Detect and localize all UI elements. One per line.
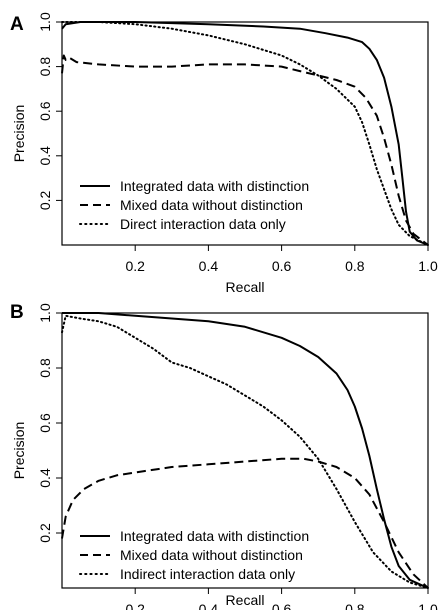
y-tick-label: 0.6 bbox=[37, 413, 53, 433]
legend-entry: Mixed data without distinction bbox=[120, 547, 303, 563]
x-tick-label: 0.6 bbox=[272, 601, 292, 610]
y-tick-label: 1.0 bbox=[37, 12, 53, 32]
legend: Integrated data with distinction Mixed da… bbox=[79, 178, 309, 232]
panel-label: B bbox=[10, 302, 24, 323]
series-line-solid bbox=[62, 312, 429, 589]
plot-frame bbox=[61, 21, 429, 246]
series-line-dashed bbox=[61, 54, 429, 246]
series-line-dotted bbox=[61, 21, 429, 246]
y-tick-label: 1.0 bbox=[37, 303, 53, 323]
x-tick-label: 0.6 bbox=[272, 258, 292, 274]
x-tick-label: 1.0 bbox=[418, 258, 438, 274]
y-axis-label: Precision bbox=[11, 105, 27, 163]
series-line-dotted bbox=[61, 314, 429, 589]
y-tick-label: 0.2 bbox=[37, 190, 53, 210]
x-axis-label: Recall bbox=[226, 279, 265, 295]
x-tick-label: 0.2 bbox=[125, 258, 145, 274]
x-tick-label: 0.2 bbox=[125, 601, 145, 610]
x-axis-label: Recall bbox=[226, 592, 265, 608]
y-tick-label: 0.8 bbox=[37, 358, 53, 378]
legend-entry: Direct interaction data only bbox=[120, 216, 286, 232]
y-tick-label: 0.4 bbox=[37, 146, 53, 166]
legend-entry: Integrated data with distinction bbox=[120, 528, 309, 544]
y-tick-label: 0.2 bbox=[37, 523, 53, 543]
x-tick-label: 1.0 bbox=[418, 601, 438, 610]
series-line-dashed bbox=[61, 457, 429, 589]
x-tick-label: 0.8 bbox=[345, 258, 365, 274]
x-tick-label: 0.4 bbox=[199, 258, 219, 274]
legend-entry: Indirect interaction data only bbox=[120, 566, 295, 582]
panel-b: B 0.2 0.4 0.6 0.8 1.0 0.2 0.4 0.6 0.8 1.0 Recall Pre… bbox=[10, 302, 438, 610]
series-line-solid bbox=[61, 21, 429, 246]
x-tick-label: 0.4 bbox=[199, 601, 219, 610]
y-tick-label: 0.4 bbox=[37, 468, 53, 488]
panel-label: A bbox=[10, 14, 24, 35]
legend-entry: Integrated data with distinction bbox=[120, 178, 309, 194]
y-tick-label: 0.6 bbox=[37, 101, 53, 121]
legend-entry: Mixed data without distinction bbox=[120, 197, 303, 213]
x-tick-label: 0.8 bbox=[345, 601, 365, 610]
plot-frame bbox=[61, 312, 429, 589]
legend: Integrated data with distinction Mixed da… bbox=[79, 528, 309, 582]
y-axis-label: Precision bbox=[11, 422, 27, 480]
y-tick-label: 0.8 bbox=[37, 57, 53, 77]
panel-a: A 0.2 0.4 0.6 0.8 1.0 0.2 0.4 0.6 0.8 1.0 Recall Pre… bbox=[10, 12, 438, 295]
